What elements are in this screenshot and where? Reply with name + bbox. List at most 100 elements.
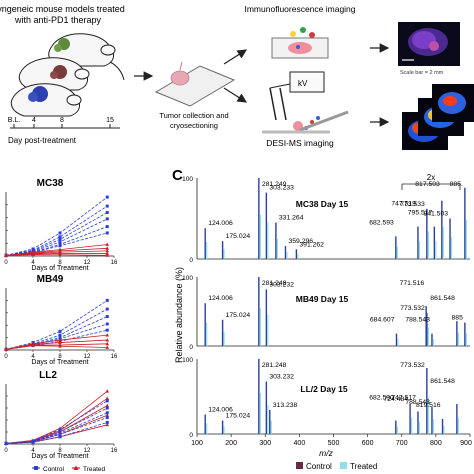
growth-curves-panel: MC38 MB49 LL2 0 4 8 12 16 0 4 8 12 16 0 4 8 12 16 Da…	[4, 178, 118, 473]
spectrum-peak-label: 303.232	[269, 374, 294, 381]
growth-legend: Control Treated	[32, 465, 106, 473]
spectrum-peak-label: 724.484	[384, 396, 409, 403]
spectrum-peak-label: 788.543	[405, 399, 430, 406]
growth-chart-mc38: 0 4 8 12 16	[4, 192, 118, 266]
timeline-tick-4: 4	[32, 117, 36, 124]
spectra-x-label: m/z	[319, 448, 333, 458]
treated-point	[105, 422, 110, 427]
desi-image-stack	[402, 84, 474, 150]
control-series-line	[5, 407, 108, 444]
treated-point	[105, 396, 110, 400]
control-point	[58, 329, 62, 333]
spectrum-peak-label: 124.006	[208, 407, 233, 414]
growth-title-ll2: LL2	[39, 370, 57, 381]
timeline-tick-15: 15	[106, 117, 114, 124]
control-series-line	[5, 308, 108, 350]
control-point	[105, 225, 109, 229]
if-label: Immunofluorescence imaging	[244, 4, 355, 14]
spectrum-peak-label: 773.532	[400, 362, 425, 369]
spectrum-title-mc38: MC38 Day 15	[296, 199, 349, 209]
spectrum-peak-label: 124.006	[208, 295, 233, 302]
spectrum-peak-label: 861.548	[430, 295, 455, 302]
control-point	[105, 328, 109, 332]
growth-x-tick-label: 0	[4, 354, 8, 360]
control-point	[105, 210, 109, 214]
desi-label: DESI-MS imaging	[266, 138, 334, 148]
control-series-line	[5, 400, 108, 444]
growth-x-tick-label: 8	[58, 354, 62, 360]
workflow-panel: Syngeneic mouse models treated with anti…	[0, 4, 474, 150]
spectra-x-tick-label: 400	[294, 440, 306, 447]
spectrum-peak-label: 303.233	[269, 185, 294, 192]
zoom-bracket	[401, 183, 461, 190]
growth-x-tick-label: 4	[31, 448, 35, 454]
treated-point	[58, 340, 62, 344]
legend-control-label: Control	[43, 466, 65, 473]
spectrum-peak-label: 795.517	[408, 210, 433, 217]
control-point	[105, 322, 109, 326]
kv-label: kV	[298, 79, 308, 88]
growth-x-tick-label: 4	[31, 354, 35, 360]
spectrum-peak-label: 281.249	[262, 181, 287, 188]
control-point	[31, 440, 35, 444]
growth-x-tick-label: 0	[4, 448, 8, 454]
control-point	[105, 195, 109, 199]
spectra-panel: C Relative abundance (%) 100 0 100 0 100…	[172, 167, 472, 471]
growth-x-tick-label: 12	[84, 354, 91, 360]
treated-point	[105, 338, 110, 342]
scale-bar-label: Scale bar = 2 mm	[400, 70, 444, 76]
spectrum-3-ytick-100: 100	[182, 357, 193, 364]
control-point	[105, 406, 109, 410]
spectrum-peak-label: 885	[452, 315, 464, 322]
growth-x-tick-label: 16	[111, 354, 118, 360]
treated-point	[105, 403, 110, 407]
control-point	[105, 217, 109, 221]
control-point	[4, 441, 8, 445]
treated-point	[105, 345, 110, 349]
spectrum-peak-label: 391.262	[299, 241, 324, 248]
control-point	[58, 240, 62, 244]
if-image	[398, 22, 460, 66]
spectra-legend-control-label: Control	[306, 462, 332, 471]
growth-x-tick-label: 4	[31, 260, 35, 266]
spectrum-peak-label: 747.517	[391, 395, 416, 402]
spectrum-2-ytick-100: 100	[182, 275, 193, 282]
control-point	[58, 231, 62, 235]
tumor-step-line2: cryosectioning	[170, 121, 218, 130]
control-point	[105, 298, 109, 302]
spectra-y-label: Relative abundance (%)	[174, 267, 184, 363]
spectrum-peak-label: 771.516	[400, 280, 425, 287]
growth-x-tick-label: 16	[111, 260, 118, 266]
growth-x-tick-label: 12	[84, 448, 91, 454]
treated-point	[105, 389, 110, 393]
spectrum-peak-label: 684.607	[370, 317, 395, 324]
spectra-legend-treated-swatch	[340, 462, 347, 469]
growth-chart-ll2: 0 4 8 12 16	[4, 384, 118, 454]
spectrum-peak-label: 281.248	[262, 362, 287, 369]
control-point	[58, 244, 62, 248]
panel-label-c: C	[172, 167, 183, 184]
spectra-x-tick-label: 900	[460, 440, 472, 447]
spectrum-peak-label: 682.590	[369, 395, 394, 402]
tumor-step-line1: Tumor collection and	[159, 111, 228, 120]
control-point	[58, 435, 62, 439]
desi-source-icon	[262, 71, 349, 134]
control-point	[105, 411, 109, 415]
spectra-legend-control-swatch	[296, 462, 303, 469]
spectrum-peak-label: 331.264	[279, 215, 304, 222]
spectrum-3-ytick-0: 0	[189, 432, 193, 439]
spectrum-peak-label: 682.593	[369, 219, 394, 226]
control-point	[58, 432, 62, 436]
spectrum-1-ytick-100: 100	[182, 176, 193, 183]
control-point	[105, 420, 109, 424]
spectrum-peak-label: 841.503	[423, 211, 448, 218]
timeline-tick-bl: B.L.	[8, 117, 21, 124]
growth-x-label-ll2: Days of Treatment	[31, 453, 88, 460]
treated-point	[105, 251, 110, 255]
treated-point	[105, 248, 110, 253]
timeline-tick-8: 8	[60, 117, 64, 124]
flow-arrow-down	[223, 87, 248, 103]
growth-x-tick-label: 12	[84, 260, 91, 266]
treated-point	[4, 253, 8, 257]
